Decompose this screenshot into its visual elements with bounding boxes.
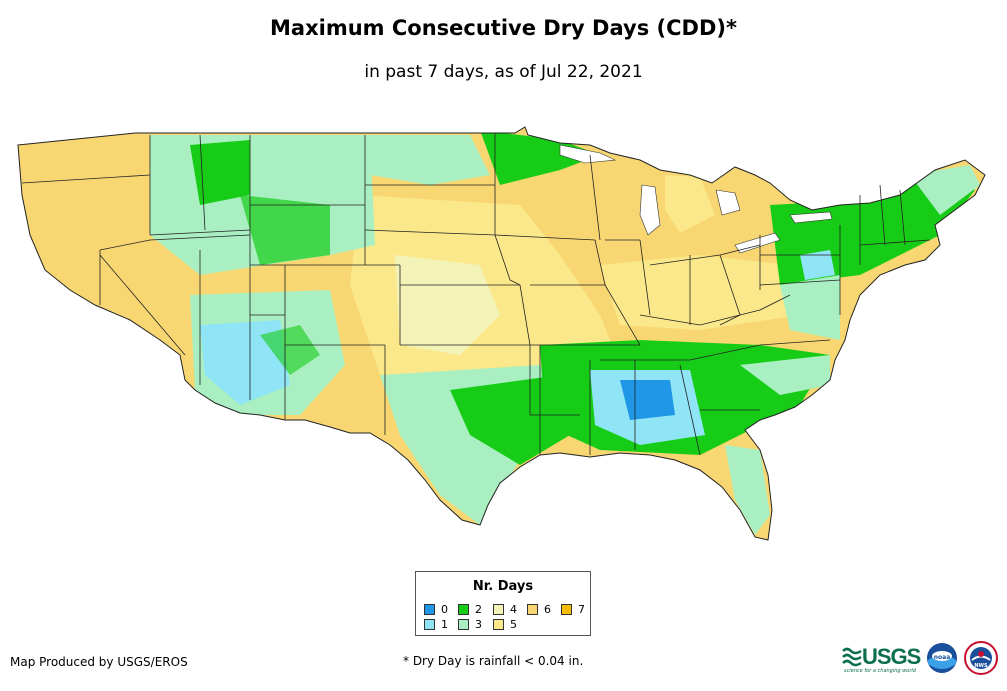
usgs-tagline: science for a changing world — [844, 668, 916, 674]
legend-item-1: 1 — [424, 618, 448, 631]
legend-item-2: 2 — [458, 603, 482, 616]
zone-maine-3 — [910, 165, 980, 215]
usgs-logo-text: USGS — [862, 644, 921, 669]
zone-alabama-0 — [620, 380, 675, 420]
us-map — [0, 115, 1007, 555]
zone-plains-4 — [395, 255, 500, 355]
legend-label-7: 7 — [578, 603, 585, 616]
legend-swatch-3 — [458, 619, 469, 630]
legend-swatch-1 — [424, 619, 435, 630]
noaa-logo-icon: noaa — [927, 643, 957, 673]
legend-item-5: 5 — [493, 618, 517, 631]
map-subtitle: in past 7 days, as of Jul 22, 2021 — [364, 62, 643, 82]
legend-item-0: 0 — [424, 603, 448, 616]
legend-label-5: 5 — [510, 618, 517, 631]
credit-text: Map Produced by USGS/EROS — [10, 655, 188, 669]
nws-logo-text: NWS — [974, 663, 988, 669]
zone-dakota-3 — [370, 135, 490, 185]
lake-huron — [715, 189, 741, 216]
zone-midatlantic-3 — [780, 275, 840, 340]
legend-item-3: 3 — [458, 618, 482, 631]
us-map-svg — [17, 126, 986, 541]
zone-florida-3 — [725, 445, 770, 535]
legend-swatch-4 — [493, 604, 504, 615]
zone-ohio-5 — [600, 255, 800, 330]
noaa-logo-text: noaa — [934, 654, 951, 661]
zone-colorado-2 — [240, 195, 330, 265]
legend-label-2: 2 — [475, 603, 482, 616]
lake-ontario — [789, 211, 833, 224]
legend-label-4: 4 — [510, 603, 517, 616]
lake-michigan — [639, 184, 661, 236]
zone-michigan-5 — [665, 175, 715, 233]
legend-item-7: 7 — [561, 603, 585, 616]
legend-label-3: 3 — [475, 618, 482, 631]
legend: Nr. Days 0 1 2 3 4 5 6 7 — [415, 571, 591, 636]
zone-nm-2 — [260, 325, 320, 375]
zone-pa-1 — [800, 250, 835, 280]
legend-swatch-6 — [527, 604, 538, 615]
zone-carolina-3 — [740, 355, 830, 395]
state-boundaries — [17, 126, 986, 541]
zone-montana-2 — [190, 140, 250, 205]
legend-swatch-0 — [424, 604, 435, 615]
nws-logo-icon: NWS — [964, 641, 998, 675]
legend-swatch-5 — [493, 619, 504, 630]
usgs-wave-icon — [842, 647, 862, 667]
legend-swatch-2 — [458, 604, 469, 615]
legend-label-6: 6 — [544, 603, 551, 616]
legend-title: Nr. Days — [472, 579, 534, 594]
legend-swatch-7 — [561, 604, 572, 615]
legend-item-6: 6 — [527, 603, 551, 616]
lake-superior — [559, 144, 617, 164]
map-title: Maximum Consecutive Dry Days (CDD)* — [270, 16, 737, 40]
agency-logos: USGS science for a changing world noaa N… — [842, 640, 1002, 680]
legend-label-1: 1 — [441, 618, 448, 631]
footnote-text: * Dry Day is rainfall < 0.04 in. — [403, 654, 584, 668]
legend-label-0: 0 — [441, 603, 448, 616]
legend-item-4: 4 — [493, 603, 517, 616]
